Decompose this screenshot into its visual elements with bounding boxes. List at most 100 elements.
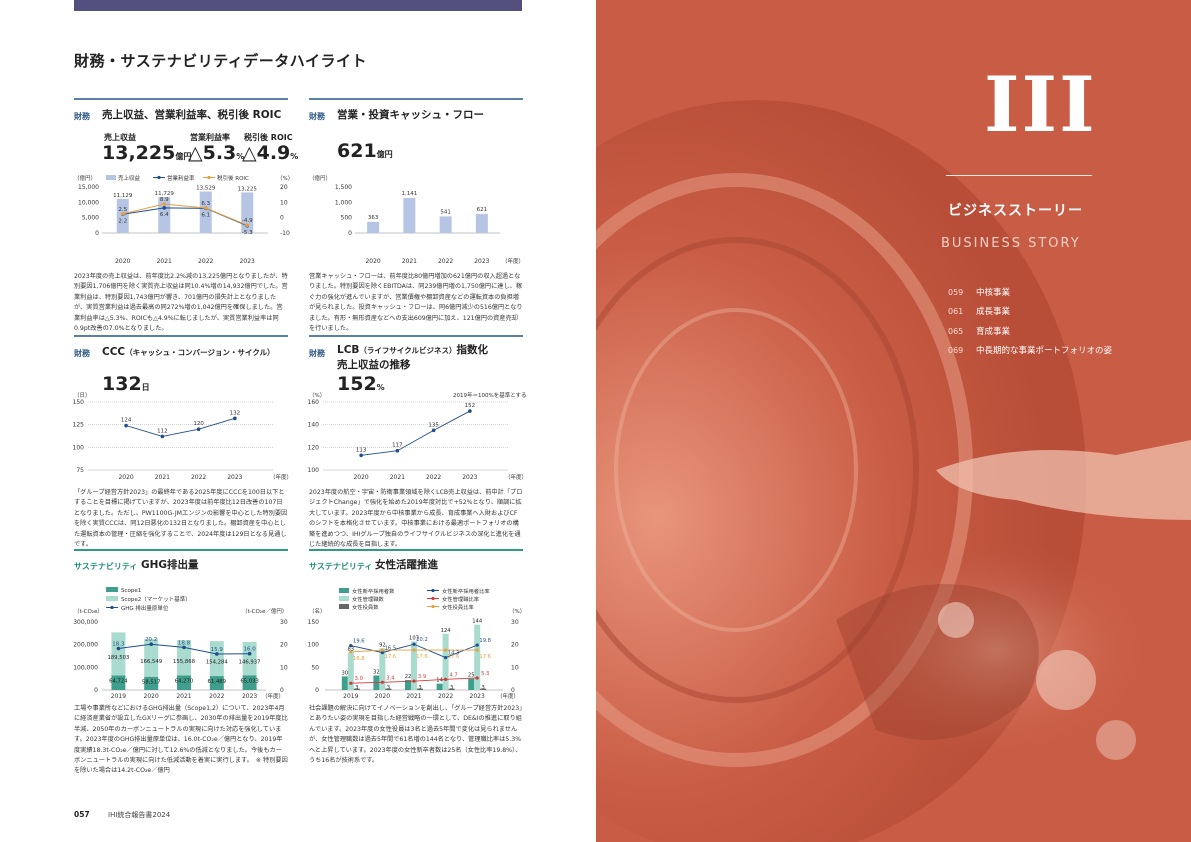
bar: [199, 191, 212, 233]
x-axis-label: （年度）: [262, 692, 284, 700]
y-tick-label: 10,000: [78, 199, 99, 206]
x-tick-label: 2023: [240, 258, 255, 265]
point-value-label: 16.8: [353, 656, 365, 662]
bar: [403, 198, 416, 233]
series-point: [196, 427, 201, 431]
bar-scope1: [242, 675, 257, 690]
x-tick-label: 2020: [115, 258, 130, 265]
point-value-label: 16.5: [385, 646, 397, 652]
bar: [353, 688, 360, 690]
kpi-lcb: 152%: [337, 373, 385, 395]
bar: [474, 624, 481, 690]
y-axis-label: （%）: [309, 392, 325, 399]
toc-item[interactable]: 069 中長期的な事業ポートフォリオの姿: [948, 346, 1113, 356]
y-axis-label-left: （名）: [309, 607, 326, 615]
x-tick-label: 2023: [242, 693, 257, 700]
kpi-label-margin: 営業利益率: [190, 133, 230, 142]
bar-scope1: [111, 675, 126, 690]
bar-value-label: 14: [436, 678, 443, 684]
toc-item[interactable]: 059 中核事業: [948, 288, 1011, 298]
x-tick-label: 2019: [111, 693, 126, 700]
point-value-label: 19.6: [353, 639, 365, 645]
series-point: [395, 448, 400, 453]
y-tick-label-right: 0: [511, 687, 515, 694]
series-point: [349, 650, 353, 654]
legend-swatch: [106, 596, 118, 601]
point-value-label: 6.1: [201, 212, 210, 218]
point-value-label: 2.2: [118, 218, 127, 224]
bar-value-label: 32: [373, 669, 380, 675]
x-tick-label: 2021: [402, 258, 417, 265]
bar-scope2: [177, 640, 191, 676]
x-tick-label: 2020: [365, 258, 380, 265]
series-point: [412, 642, 416, 646]
bar: [468, 678, 475, 690]
x-tick-label: 2022: [426, 474, 441, 481]
bar-value-label: 83: [347, 646, 354, 652]
y-tick-label-right: 10: [280, 664, 288, 671]
section-body-text: 営業キャッシュ・フローは、前年度比80億円増加の621億円の収入超過となりました…: [309, 273, 523, 333]
x-tick-label: 2020: [353, 474, 368, 481]
legend-swatch: [339, 604, 349, 609]
bar: [367, 221, 380, 233]
y-tick-label: 0: [348, 230, 352, 237]
point-value-label: 8.9: [160, 197, 169, 203]
series-point: [233, 416, 237, 421]
bar: [417, 688, 423, 690]
bar-value-label: 124: [441, 628, 452, 634]
bar-value-label: 3: [387, 685, 390, 691]
section-divider: [309, 98, 523, 100]
y-axis-label-left: （億円）: [74, 174, 96, 182]
kpi-roic: △4.9%: [242, 142, 299, 164]
point-value-label: 120: [193, 421, 204, 427]
series-point: [124, 423, 128, 428]
section-title: 営業・投資キャッシュ・フロー: [337, 109, 484, 121]
point-value-label: 6.4: [160, 212, 169, 218]
point-value-label: 152: [465, 403, 476, 409]
toc-item[interactable]: 061 成長事業: [948, 307, 1011, 317]
toc-item[interactable]: 065 育成事業: [948, 327, 1011, 337]
section-divider: [74, 335, 288, 337]
legend-swatch: [106, 587, 118, 592]
series-point: [349, 681, 353, 685]
legend-swatch: [339, 588, 349, 593]
bar-value-label: 3: [418, 685, 421, 691]
y-tick-label: 1,500: [335, 184, 352, 191]
x-tick-label: 2022: [191, 474, 206, 481]
y-tick-label: 50: [311, 664, 319, 671]
bar-scope2: [242, 641, 257, 676]
point-value-label: 14.3: [448, 651, 460, 657]
bar-value-label: 166,549: [140, 659, 162, 665]
bar: [379, 648, 386, 690]
series-point: [245, 223, 250, 227]
legend-label: 売上収益: [118, 174, 141, 182]
section-divider: [309, 549, 523, 551]
section-title: 売上収益、営業利益率、税引後 ROIC: [102, 109, 282, 121]
point-value-label: 132: [230, 410, 241, 416]
y-axis-label-right: （%）: [277, 175, 293, 182]
top-accent-bar: [74, 0, 522, 11]
bar-value-label: 30: [341, 670, 348, 676]
y-tick-label: 500: [341, 215, 353, 222]
x-axis-label: （年度）: [505, 473, 527, 481]
kpi-cashflow: 621億円: [337, 140, 393, 162]
bar-value-label: 65,033: [240, 678, 259, 684]
y-tick-label-right: 10: [280, 199, 288, 206]
series-point: [475, 676, 479, 680]
bar: [341, 676, 348, 690]
chapter-numeral: III: [984, 60, 1097, 149]
series-point: [116, 646, 121, 651]
kpi-revenue: 13,225億円: [102, 142, 192, 164]
series-point: [475, 643, 479, 647]
y-tick-label: 125: [73, 422, 85, 429]
series-line: [125, 417, 236, 437]
page-title: 財務・サステナビリティデータハイライト: [74, 52, 368, 70]
point-value-label: 17.6: [385, 654, 397, 660]
y-tick-label-right: 30: [511, 619, 519, 626]
section-tag: 財務: [74, 349, 90, 358]
bar: [241, 192, 254, 233]
y-tick-label: 140: [308, 422, 320, 429]
section-body-text: 社会課題の解決に向けてイノベーションを創出し、「グループ経営方針2023」とあり…: [309, 705, 523, 765]
kpi-ccc: 132日: [102, 373, 150, 395]
y-tick-label: 150: [308, 619, 320, 626]
